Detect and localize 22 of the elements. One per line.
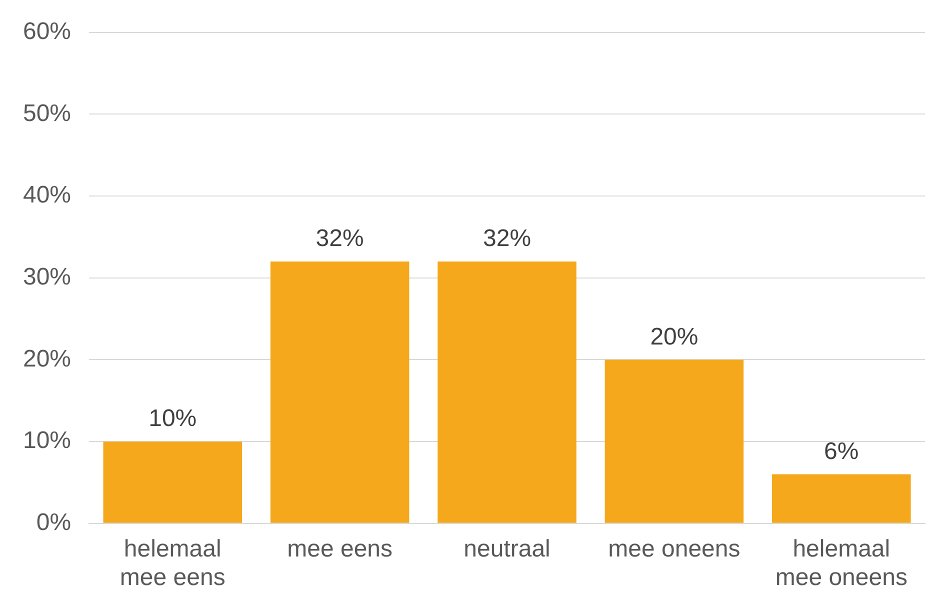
bar [103, 442, 242, 523]
x-tick-label: neutraal [464, 535, 550, 562]
data-label: 32% [482, 225, 532, 252]
bar [270, 262, 410, 523]
bar [604, 360, 744, 523]
data-label: 6% [824, 438, 859, 465]
y-tick-label: 20% [22, 345, 72, 372]
y-tick-label: 50% [22, 100, 72, 127]
y-tick-label: 10% [22, 427, 72, 454]
x-tick-label: mee eens [287, 535, 393, 562]
data-label: 20% [650, 323, 698, 350]
y-tick-label: 60% [22, 18, 72, 46]
x-tick-label: mee oneens [608, 535, 740, 562]
x-tick-label: helemaal mee oneens [775, 535, 908, 592]
y-tick-label: 30% [22, 264, 72, 291]
data-label: 32% [316, 225, 364, 252]
x-tick-label: helemaal mee eens [120, 535, 226, 592]
y-tick-label: 0% [36, 509, 72, 536]
data-label: 10% [148, 405, 197, 432]
bar [438, 262, 576, 523]
y-tick-label: 40% [22, 182, 72, 209]
bar [772, 474, 911, 523]
